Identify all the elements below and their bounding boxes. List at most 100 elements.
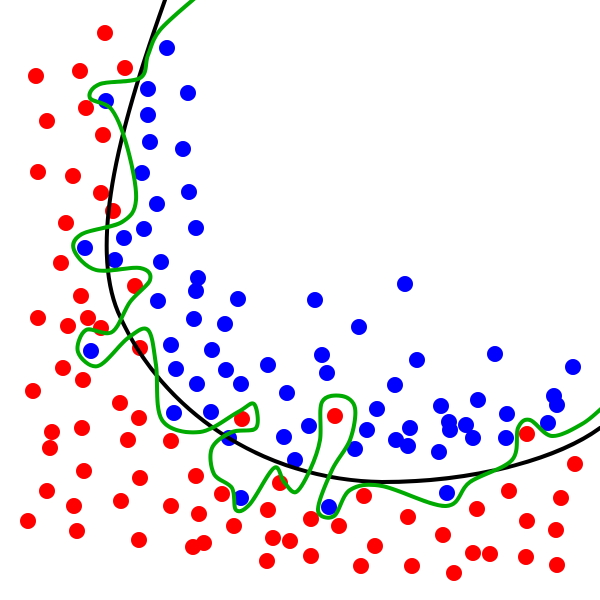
red-data-point: [469, 501, 485, 517]
red-data-point: [113, 493, 129, 509]
blue-data-point: [388, 432, 404, 448]
blue-data-point: [230, 291, 246, 307]
red-data-point: [60, 318, 76, 334]
blue-data-point: [279, 385, 295, 401]
blue-data-point: [233, 376, 249, 392]
blue-data-point: [163, 337, 179, 353]
red-data-point: [120, 432, 136, 448]
blue-data-point: [136, 221, 152, 237]
blue-data-point: [217, 316, 233, 332]
blue-class-points: [77, 40, 581, 515]
red-data-point: [55, 360, 71, 376]
red-data-point: [400, 509, 416, 525]
red-data-point: [163, 433, 179, 449]
red-data-point: [25, 383, 41, 399]
blue-data-point: [359, 422, 375, 438]
red-data-point: [331, 518, 347, 534]
red-data-point: [519, 513, 535, 529]
blue-data-point: [186, 311, 202, 327]
red-data-point: [93, 185, 109, 201]
red-data-point: [519, 426, 535, 442]
red-data-point: [501, 483, 517, 499]
red-data-point: [97, 25, 113, 41]
blue-data-point: [181, 184, 197, 200]
blue-data-point: [439, 485, 455, 501]
red-data-point: [66, 498, 82, 514]
red-data-point: [75, 372, 91, 388]
red-data-point: [303, 511, 319, 527]
red-data-point: [549, 557, 565, 573]
blue-data-point: [287, 452, 303, 468]
blue-data-point: [218, 362, 234, 378]
red-data-point: [69, 523, 85, 539]
red-data-point: [435, 527, 451, 543]
blue-data-point: [150, 293, 166, 309]
red-data-point: [76, 463, 92, 479]
red-data-point: [482, 546, 498, 562]
blue-data-point: [540, 415, 556, 431]
red-data-point: [30, 310, 46, 326]
blue-data-point: [565, 359, 581, 375]
blue-data-point: [175, 141, 191, 157]
blue-data-point: [409, 352, 425, 368]
red-data-point: [353, 558, 369, 574]
red-data-point: [188, 468, 204, 484]
red-data-point: [65, 168, 81, 184]
red-data-point: [282, 533, 298, 549]
red-class-points: [20, 25, 583, 581]
blue-data-point: [499, 406, 515, 422]
blue-data-point: [188, 220, 204, 236]
blue-data-point: [487, 346, 503, 362]
blue-data-point: [180, 85, 196, 101]
red-data-point: [548, 522, 564, 538]
blue-data-point: [134, 165, 150, 181]
blue-data-point: [307, 292, 323, 308]
blue-data-point: [153, 254, 169, 270]
red-data-point: [404, 558, 420, 574]
red-data-point: [58, 215, 74, 231]
blue-data-point: [77, 240, 93, 256]
red-data-point: [446, 565, 462, 581]
blue-data-point: [140, 107, 156, 123]
red-data-point: [39, 113, 55, 129]
blue-data-point: [260, 357, 276, 373]
blue-data-point: [276, 429, 292, 445]
red-data-point: [303, 548, 319, 564]
red-data-point: [78, 100, 94, 116]
blue-data-point: [203, 404, 219, 420]
red-data-point: [117, 60, 133, 76]
blue-data-point: [400, 438, 416, 454]
overfit-decision-boundary: [71, 0, 600, 520]
blue-data-point: [301, 418, 317, 434]
blue-data-point: [351, 319, 367, 335]
red-data-point: [553, 490, 569, 506]
red-data-point: [191, 506, 207, 522]
red-data-point: [95, 127, 111, 143]
red-data-point: [259, 553, 275, 569]
red-data-point: [234, 411, 250, 427]
red-data-point: [42, 440, 58, 456]
red-data-point: [73, 288, 89, 304]
blue-data-point: [433, 398, 449, 414]
blue-data-point: [369, 401, 385, 417]
blue-data-point: [321, 499, 337, 515]
red-data-point: [30, 164, 46, 180]
blue-data-point: [314, 347, 330, 363]
blue-data-point: [442, 422, 458, 438]
red-data-point: [265, 530, 281, 546]
red-data-point: [80, 310, 96, 326]
red-data-point: [327, 408, 343, 424]
red-data-point: [367, 538, 383, 554]
blue-data-point: [233, 490, 249, 506]
blue-data-point: [549, 397, 565, 413]
red-data-point: [132, 470, 148, 486]
red-data-point: [44, 424, 60, 440]
red-data-point: [72, 63, 88, 79]
red-data-point: [356, 488, 372, 504]
blue-data-point: [387, 377, 403, 393]
blue-data-point: [397, 276, 413, 292]
red-data-point: [567, 456, 583, 472]
blue-data-point: [319, 365, 335, 381]
red-data-point: [39, 483, 55, 499]
